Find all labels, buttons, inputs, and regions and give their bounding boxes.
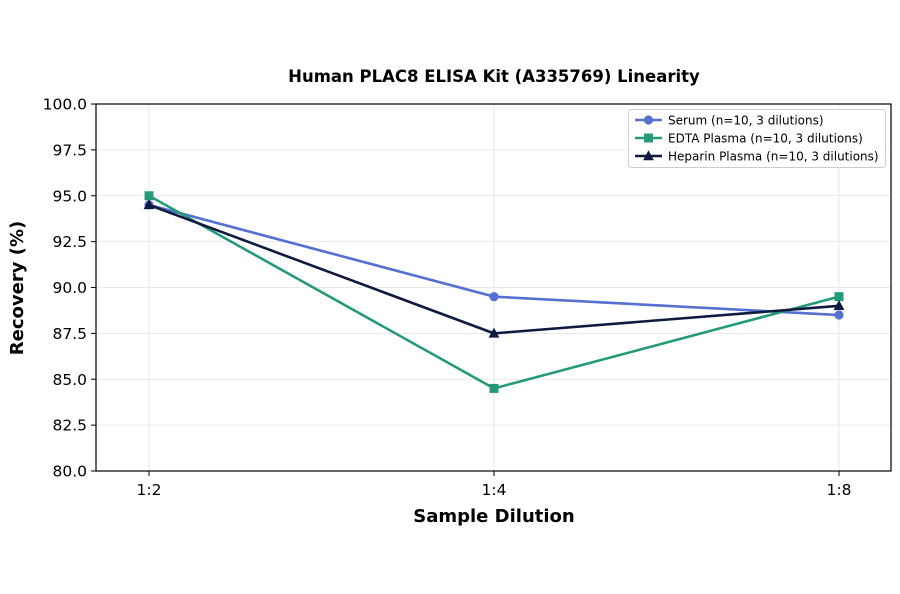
data-point [489, 383, 499, 393]
data-point [834, 310, 844, 320]
y-tick-label: 87.5 [52, 325, 87, 343]
legend-item: Heparin Plasma (n=10, 3 dilutions) [635, 149, 879, 163]
legend-label: Serum (n=10, 3 dilutions) [668, 113, 824, 127]
series-2 [144, 191, 844, 393]
data-point [834, 292, 844, 302]
data-point [833, 300, 845, 311]
y-axis-label: Recovery (%) [7, 221, 28, 355]
chart-title: Human PLAC8 ELISA Kit (A335769) Linearit… [288, 67, 700, 86]
legend-item: EDTA Plasma (n=10, 3 dilutions) [635, 131, 863, 145]
y-tick-label: 82.5 [52, 417, 87, 435]
legend-item: Serum (n=10, 3 dilutions) [635, 113, 824, 127]
legend-label: Heparin Plasma (n=10, 3 dilutions) [668, 149, 879, 163]
legend-box [628, 109, 886, 168]
y-tick-label: 97.5 [52, 141, 87, 159]
series-layer [143, 191, 845, 393]
y-tick-label: 92.5 [52, 233, 87, 251]
data-point [143, 199, 155, 210]
x-axis-ticks: 1:2 1:4 1:8 [137, 471, 852, 499]
legend-label: EDTA Plasma (n=10, 3 dilutions) [668, 131, 863, 145]
legend-marker [644, 133, 653, 143]
x-tick-label: 1:8 [827, 481, 852, 499]
y-tick-label: 100.0 [43, 96, 87, 114]
legend-marker [643, 150, 654, 161]
legend-marker [643, 115, 654, 125]
y-tick-label: 95.0 [52, 187, 87, 205]
x-tick-label: 1:2 [137, 481, 162, 499]
y-tick-label: 80.0 [52, 463, 87, 481]
data-point [489, 292, 499, 302]
y-tick-label: 90.0 [52, 279, 87, 297]
data-point [144, 191, 154, 201]
legend: Serum (n=10, 3 dilutions) EDTA Plasma (n=… [628, 109, 886, 168]
y-axis-ticks: 80.0 82.5 85.0 87.5 90.0 92.5 95.0 97.5 100.0 [43, 96, 96, 481]
series-3 [143, 199, 845, 338]
y-tick-label: 85.0 [52, 371, 87, 389]
data-point [488, 327, 500, 338]
x-tick-label: 1:4 [482, 481, 507, 499]
x-axis-label: Sample Dilution [413, 506, 574, 527]
